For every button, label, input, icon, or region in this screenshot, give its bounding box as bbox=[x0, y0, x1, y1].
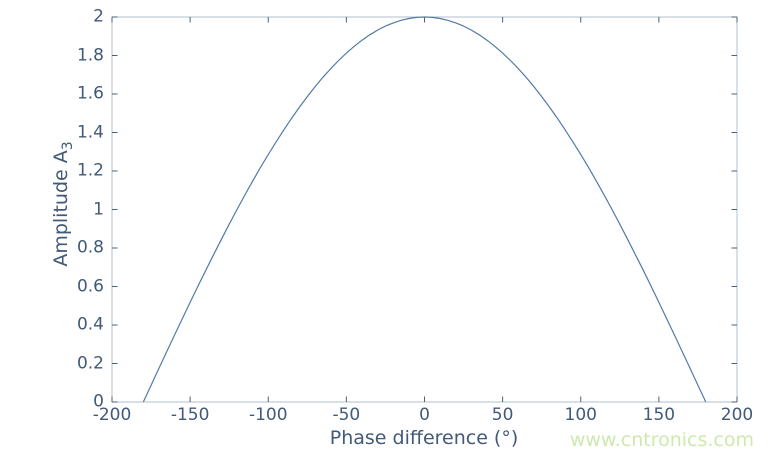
y-axis-label: Amplitude A3 bbox=[50, 141, 76, 267]
y-tick-label: 0.6 bbox=[76, 276, 104, 296]
y-axis-label-main: Amplitude A bbox=[50, 150, 72, 267]
y-tick-label: 0 bbox=[93, 391, 104, 412]
y-tick-label: 0.2 bbox=[76, 353, 104, 373]
y-tick-label: 1.2 bbox=[76, 160, 104, 181]
y-axis-label-subscript: 3 bbox=[59, 141, 76, 151]
x-tick-label: 50 bbox=[491, 405, 514, 425]
y-tick-label: 1 bbox=[93, 199, 104, 219]
x-tick-label: 0 bbox=[419, 405, 430, 425]
x-tick-label: -50 bbox=[332, 405, 361, 425]
x-tick-label: -100 bbox=[248, 405, 288, 425]
amplitude-curve bbox=[142, 16, 707, 403]
y-tick-label: 1.4 bbox=[76, 122, 104, 142]
y-tick-label: 2 bbox=[93, 6, 104, 27]
watermark-text: www.cntronics.com bbox=[569, 429, 754, 451]
x-tick-label: -150 bbox=[170, 405, 210, 425]
y-tick-label: 0.8 bbox=[76, 237, 104, 258]
x-axis-label: Phase difference (°) bbox=[329, 427, 519, 449]
plot-box bbox=[111, 16, 738, 403]
x-tick-label: 100 bbox=[564, 405, 597, 425]
x-tick-label: 200 bbox=[720, 405, 754, 425]
x-tick-label: -200 bbox=[92, 405, 132, 425]
y-tick-label: 1.6 bbox=[76, 83, 104, 104]
x-tick-label: 150 bbox=[642, 405, 676, 425]
y-tick-label: 1.8 bbox=[76, 45, 104, 65]
y-tick-label: 0.4 bbox=[76, 314, 104, 335]
